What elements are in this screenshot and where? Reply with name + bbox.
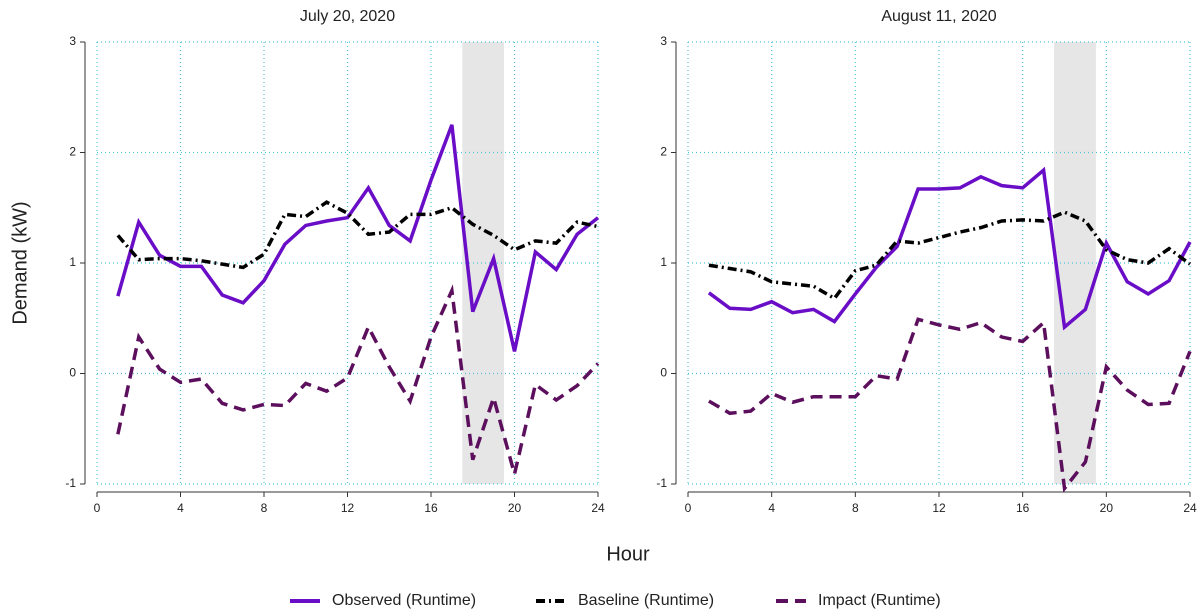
legend-label: Impact (Runtime) — [818, 592, 941, 609]
x-tick-label: 20 — [508, 501, 522, 515]
legend-label: Observed (Runtime) — [332, 592, 476, 609]
x-tick-label: 12 — [341, 501, 355, 515]
series-line — [116, 124, 600, 352]
x-tick-label: 12 — [932, 501, 946, 515]
x-tick-label: 16 — [424, 501, 438, 515]
y-tick-label: -1 — [65, 476, 76, 490]
x-tick-label: 24 — [591, 501, 605, 515]
y-tick-label: 1 — [69, 255, 76, 269]
legend-label: Baseline (Runtime) — [578, 592, 714, 609]
y-axis-label: Demand (kW) — [9, 201, 31, 324]
series-line — [707, 166, 1192, 331]
x-tick-label: 8 — [852, 501, 859, 515]
series-line — [708, 210, 1192, 301]
series-line — [116, 200, 599, 270]
x-tick-label: 8 — [261, 501, 268, 515]
y-tick-label: 2 — [69, 145, 76, 159]
y-tick-label: -1 — [656, 476, 667, 490]
y-tick-label: 3 — [660, 34, 667, 48]
y-tick-label: 0 — [69, 366, 76, 380]
x-tick-label: 20 — [1100, 501, 1114, 515]
x-axis-label: Hour — [606, 543, 650, 565]
y-tick-label: 1 — [660, 255, 667, 269]
y-tick-label: 2 — [660, 145, 667, 159]
chart-title: July 20, 2020 — [300, 8, 395, 25]
series-line — [116, 284, 600, 475]
x-tick-label: 24 — [1183, 501, 1197, 515]
y-tick-label: 0 — [660, 366, 667, 380]
x-tick-label: 16 — [1016, 501, 1030, 515]
x-tick-label: 4 — [177, 501, 184, 515]
y-tick-label: 3 — [69, 34, 76, 48]
series-line — [708, 317, 1192, 493]
x-tick-label: 0 — [685, 501, 692, 515]
chart-title: August 11, 2020 — [881, 8, 996, 25]
x-tick-label: 0 — [94, 501, 101, 515]
x-tick-label: 4 — [768, 501, 775, 515]
